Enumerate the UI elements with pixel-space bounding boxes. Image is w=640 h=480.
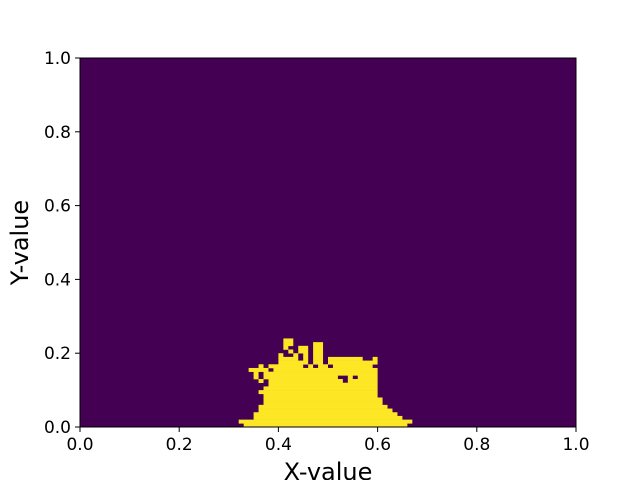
heatmap-cell — [253, 375, 259, 380]
heatmap-cell — [263, 393, 378, 398]
heatmap-cell — [313, 342, 324, 347]
heatmap-cell — [313, 345, 324, 350]
heatmap-cell — [253, 415, 403, 420]
heatmap-cell — [328, 356, 363, 361]
heatmap-cell — [253, 371, 259, 376]
heatmap-cell — [268, 379, 343, 384]
heatmap-cell — [347, 375, 353, 380]
heatmap-cell — [263, 397, 383, 402]
heatmap-cell — [313, 349, 324, 354]
x-tick-label: 0.6 — [364, 435, 391, 455]
y-axis-label: Y-value — [6, 200, 34, 286]
heatmap-cell — [253, 412, 398, 417]
heatmap-cell — [258, 379, 264, 384]
heatmap-cell — [258, 364, 264, 369]
plot-frame — [79, 57, 577, 428]
heatmap-cell — [313, 356, 324, 361]
heatmap-cell — [357, 375, 378, 380]
y-axis-ticks: 0.0 0.2 0.4 0.6 0.8 1.0 — [44, 49, 80, 438]
heatmap-cell — [372, 356, 378, 361]
heatmap-cell — [263, 386, 378, 391]
heatmap-cell — [328, 360, 378, 365]
y-tick-label: 0.2 — [44, 344, 71, 364]
x-tick-label: 0.0 — [66, 435, 93, 455]
heatmap-cell — [278, 356, 299, 361]
heatmap-cell — [283, 345, 289, 350]
y-tick-label: 0.0 — [44, 418, 71, 438]
heatmap-cell — [293, 353, 299, 358]
heatmap-cell — [258, 404, 388, 409]
heatmap-cell — [268, 364, 304, 369]
heatmap-cells — [80, 58, 576, 428]
heatmap-cell — [298, 349, 309, 354]
heatmap-cell — [313, 360, 324, 365]
heatmap-cell — [258, 408, 393, 413]
heatmap-cell — [248, 367, 269, 372]
heatmap-cell — [278, 353, 284, 358]
x-axis-ticks: 0.0 0.2 0.4 0.6 0.8 1.0 — [66, 427, 590, 455]
heatmap-cell — [332, 364, 373, 369]
heatmap-cell — [238, 419, 413, 424]
heatmap-cell — [258, 390, 378, 395]
heatmap-cell — [283, 338, 294, 343]
x-tick-label: 1.0 — [562, 435, 589, 455]
x-tick-label: 0.8 — [463, 435, 490, 455]
heatmap-cell — [268, 382, 378, 387]
y-tick-label: 1.0 — [44, 49, 71, 69]
heatmap-cell — [298, 345, 309, 350]
x-axis-label: X-value — [284, 458, 373, 480]
x-tick-label: 0.2 — [166, 435, 193, 455]
heatmap-cell — [263, 401, 383, 406]
x-tick-label: 0.4 — [265, 435, 292, 455]
heatmap-cell — [303, 356, 309, 361]
heatmap-cell — [313, 353, 324, 358]
y-tick-label: 0.8 — [44, 123, 71, 143]
heatmap-cell — [263, 371, 378, 376]
heatmap-cell — [288, 349, 294, 354]
y-tick-label: 0.6 — [44, 197, 71, 217]
heatmap-cell — [283, 342, 294, 347]
heatmap-cell — [263, 375, 338, 380]
heatmap-cell — [318, 364, 328, 369]
y-tick-label: 0.4 — [44, 270, 71, 290]
heatmap-cell — [243, 423, 408, 428]
heatmap-cell — [278, 360, 309, 365]
heatmap-cell — [273, 367, 378, 372]
heatmap-cell — [347, 379, 378, 384]
heatmap-cell — [308, 364, 314, 369]
heatmap-cell — [303, 353, 309, 358]
